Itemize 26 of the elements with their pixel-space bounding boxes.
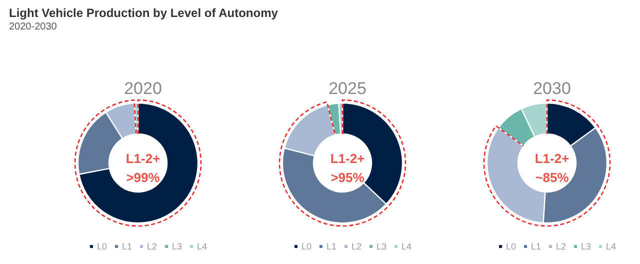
text: L1-2+ — [534, 151, 570, 166]
category-label: L0 — [302, 242, 312, 252]
category-label: L2 — [556, 242, 566, 252]
slice-label: 2025 — [328, 79, 366, 98]
category-label: L4 — [606, 242, 616, 252]
text: >99% — [126, 170, 160, 185]
category-label: L2 — [352, 242, 362, 252]
legend-label: L2 — [147, 242, 158, 252]
text: L1-2+ — [330, 151, 366, 166]
chart-title: Light Vehicle Production by Level of Autonomy — [9, 6, 278, 20]
slice-label: 2030 — [533, 79, 571, 98]
category-label: L4 — [402, 242, 412, 252]
category-label: L0 — [506, 242, 516, 252]
category-label: L3 — [581, 242, 592, 252]
legend-label: L0 — [97, 242, 108, 252]
slice-label: 2020 — [124, 79, 162, 98]
text: >95% — [330, 170, 365, 185]
category-label: L1 — [531, 242, 542, 252]
category-label: L3 — [172, 242, 182, 252]
text: ~85% — [535, 170, 570, 185]
legend-label: L3 — [376, 242, 387, 252]
legend-label: L1 — [122, 242, 132, 252]
text: L1-2+ — [126, 151, 161, 166]
legend-label: L4 — [197, 242, 208, 252]
chart-subtitle: 2020-2030 — [9, 22, 58, 32]
category-label: L1 — [326, 242, 337, 252]
